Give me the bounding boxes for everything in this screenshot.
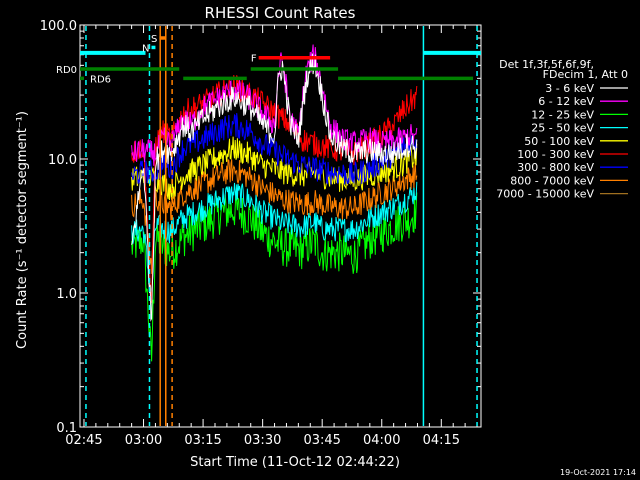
legend-entry-label: 12 - 25 keV — [531, 108, 594, 121]
y-tick-label: 10.0 — [48, 153, 77, 168]
y-tick-label: 1.0 — [56, 287, 77, 302]
legend-header-2: FDecim 1, Att 0 — [543, 68, 628, 81]
x-tick-label: 04:00 — [363, 433, 400, 448]
x-axis-label: Start Time (11-Oct-12 02:44:22) — [190, 455, 400, 470]
legend-entry-label: 800 - 7000 keV — [510, 174, 594, 187]
legend-entry-label: 7000 - 15000 keV — [496, 188, 594, 201]
y-tick-label: 0.1 — [56, 421, 77, 436]
x-tick-label: 03:15 — [184, 433, 221, 448]
series-line — [131, 190, 418, 362]
series-line — [131, 53, 418, 322]
x-tick-label: 02:45 — [65, 433, 102, 448]
flag-label: RD6 — [90, 74, 111, 85]
legend-entry-label: 25 - 50 keV — [531, 122, 594, 135]
legend-header-1: Det 1f,3f,5f,6f,9f, — [499, 58, 594, 71]
legend-entry-label: 6 - 12 keV — [538, 95, 594, 108]
x-tick-label: 03:30 — [244, 433, 281, 448]
flag-label: RD0 — [56, 65, 77, 76]
flag-label: N — [142, 43, 149, 54]
legend-entry-label: 3 - 6 keV — [545, 82, 594, 95]
plot-frame — [79, 24, 482, 428]
y-tick-label: 100.0 — [40, 19, 77, 34]
x-tick-label: 03:45 — [303, 433, 340, 448]
legend-entry-label: 100 - 300 keV — [517, 148, 594, 161]
x-tick-label: 03:00 — [125, 433, 162, 448]
legend-entry-label: 300 - 800 keV — [517, 161, 594, 174]
timestamp: 19-Oct-2021 17:14 — [560, 468, 636, 477]
y-axis-label: Count Rate (s⁻¹ detector segment⁻¹) — [15, 111, 30, 349]
series-line — [131, 181, 418, 296]
series-line — [131, 159, 418, 275]
flag-label: F — [251, 54, 257, 65]
x-tick-label: 04:15 — [423, 433, 460, 448]
legend-entry-label: 50 - 100 keV — [524, 135, 594, 148]
flag-label: S — [151, 34, 157, 45]
chart-title: RHESSI Count Rates — [205, 4, 356, 22]
series-line — [131, 113, 418, 185]
